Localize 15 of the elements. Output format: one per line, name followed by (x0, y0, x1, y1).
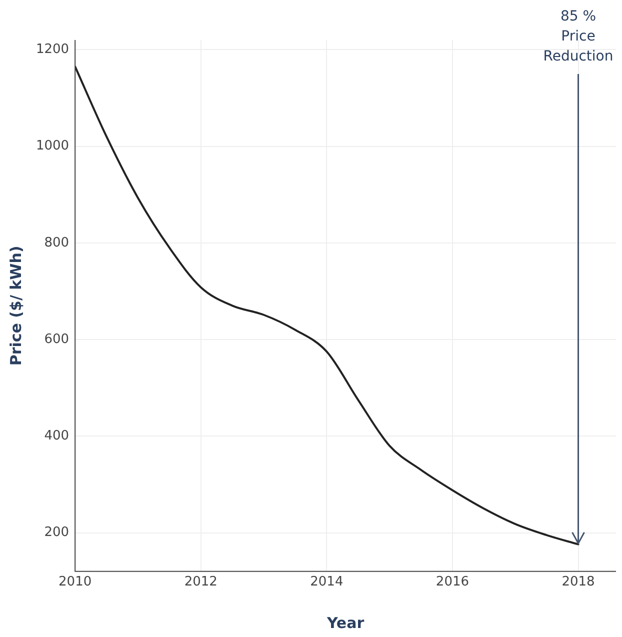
annotation: 85 % Price Reduction (543, 8, 614, 65)
x-tick-label: 2012 (184, 574, 218, 590)
y-tick-label: 200 (44, 525, 70, 540)
y-tick-label: 800 (44, 235, 70, 250)
line-series (75, 66, 580, 546)
y-tick-label: 1000 (36, 138, 70, 154)
x-tick-label: 2014 (310, 574, 344, 590)
y-axis-title: Price ($/ kWh) (6, 246, 25, 366)
y-tick-label: 600 (44, 332, 70, 347)
x-axis-title: Year (326, 614, 365, 632)
x-tick-label: 2016 (436, 574, 470, 590)
x-tick-label: 2010 (58, 574, 92, 590)
y-tick-label: 400 (44, 428, 70, 444)
y-tick-label: 1200 (36, 42, 70, 58)
x-tick-label: 2018 (562, 574, 595, 590)
